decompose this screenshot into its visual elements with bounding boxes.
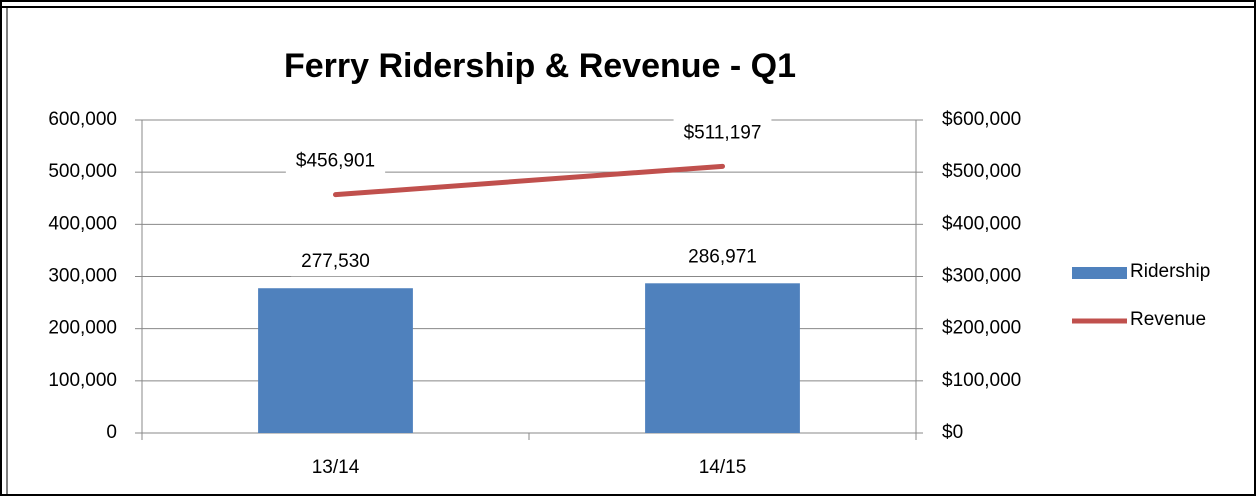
x-tick-label: 14/15 [699,457,747,478]
legend-label: Revenue [1130,309,1206,330]
line [333,163,725,198]
legend-label: Ridership [1130,261,1210,282]
y2-tick-label: $500,000 [942,161,1021,182]
y2-tick-label: $100,000 [942,370,1021,391]
y2-tick-label: $300,000 [942,266,1021,287]
y-tick-label: 200,000 [48,318,117,339]
y2-tick-label: $600,000 [942,109,1021,130]
y-tick-label: 500,000 [48,161,117,182]
y2-tick-label: $200,000 [942,318,1021,339]
data-label-bg [285,146,386,176]
y-tick-label: 600,000 [48,109,117,130]
data-label: 277,530 [301,251,370,272]
y-tick-label: 100,000 [48,370,117,391]
y-tick-label: 300,000 [48,266,117,287]
data-label-bg [673,118,772,148]
legend-swatch [1072,267,1127,279]
y-tick-label: 400,000 [48,213,117,234]
y2-tick-label: $0 [942,422,963,443]
y-tick-label: 0 [106,422,117,443]
data-label: $511,197 [684,122,762,143]
chart-title: Ferry Ridership & Revenue - Q1 [284,47,796,85]
data-label: 286,971 [688,246,757,267]
bar [645,283,800,433]
bar [258,288,413,433]
data-label-bg [291,247,380,277]
x-tick-label: 13/14 [312,457,360,478]
data-label: $456,901 [296,151,375,172]
y2-tick-label: $400,000 [942,213,1021,234]
data-label-bg [678,242,767,272]
